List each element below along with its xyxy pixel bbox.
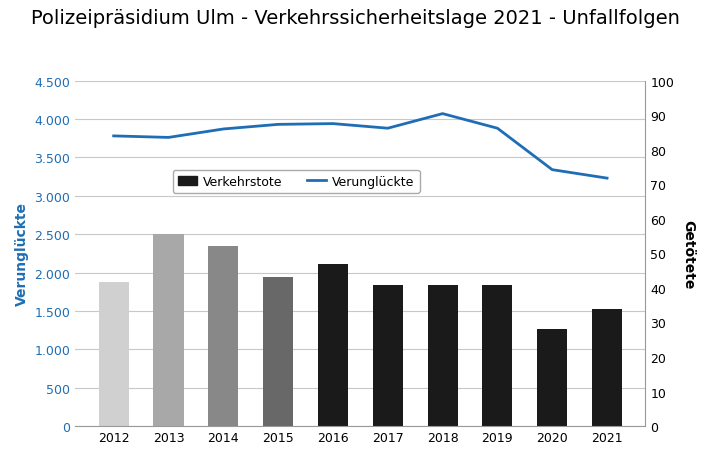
Bar [153, 235, 184, 426]
Bar [263, 278, 293, 426]
Bar [537, 330, 567, 426]
Bar [318, 264, 348, 426]
Y-axis label: Getötete: Getötete [681, 219, 695, 288]
Bar [592, 309, 622, 426]
Bar [373, 285, 403, 426]
Legend: Verkehrstote, Verunglückte: Verkehrstote, Verunglückte [173, 170, 420, 193]
Bar [99, 282, 129, 426]
Text: Polizeipräsidium Ulm - Verkehrssicherheitslage 2021 - Unfallfolgen: Polizeipräsidium Ulm - Verkehrssicherhei… [31, 9, 679, 28]
Bar [482, 285, 513, 426]
Y-axis label: Verunglückte: Verunglückte [15, 202, 29, 306]
Bar [208, 247, 239, 426]
Bar [427, 285, 458, 426]
